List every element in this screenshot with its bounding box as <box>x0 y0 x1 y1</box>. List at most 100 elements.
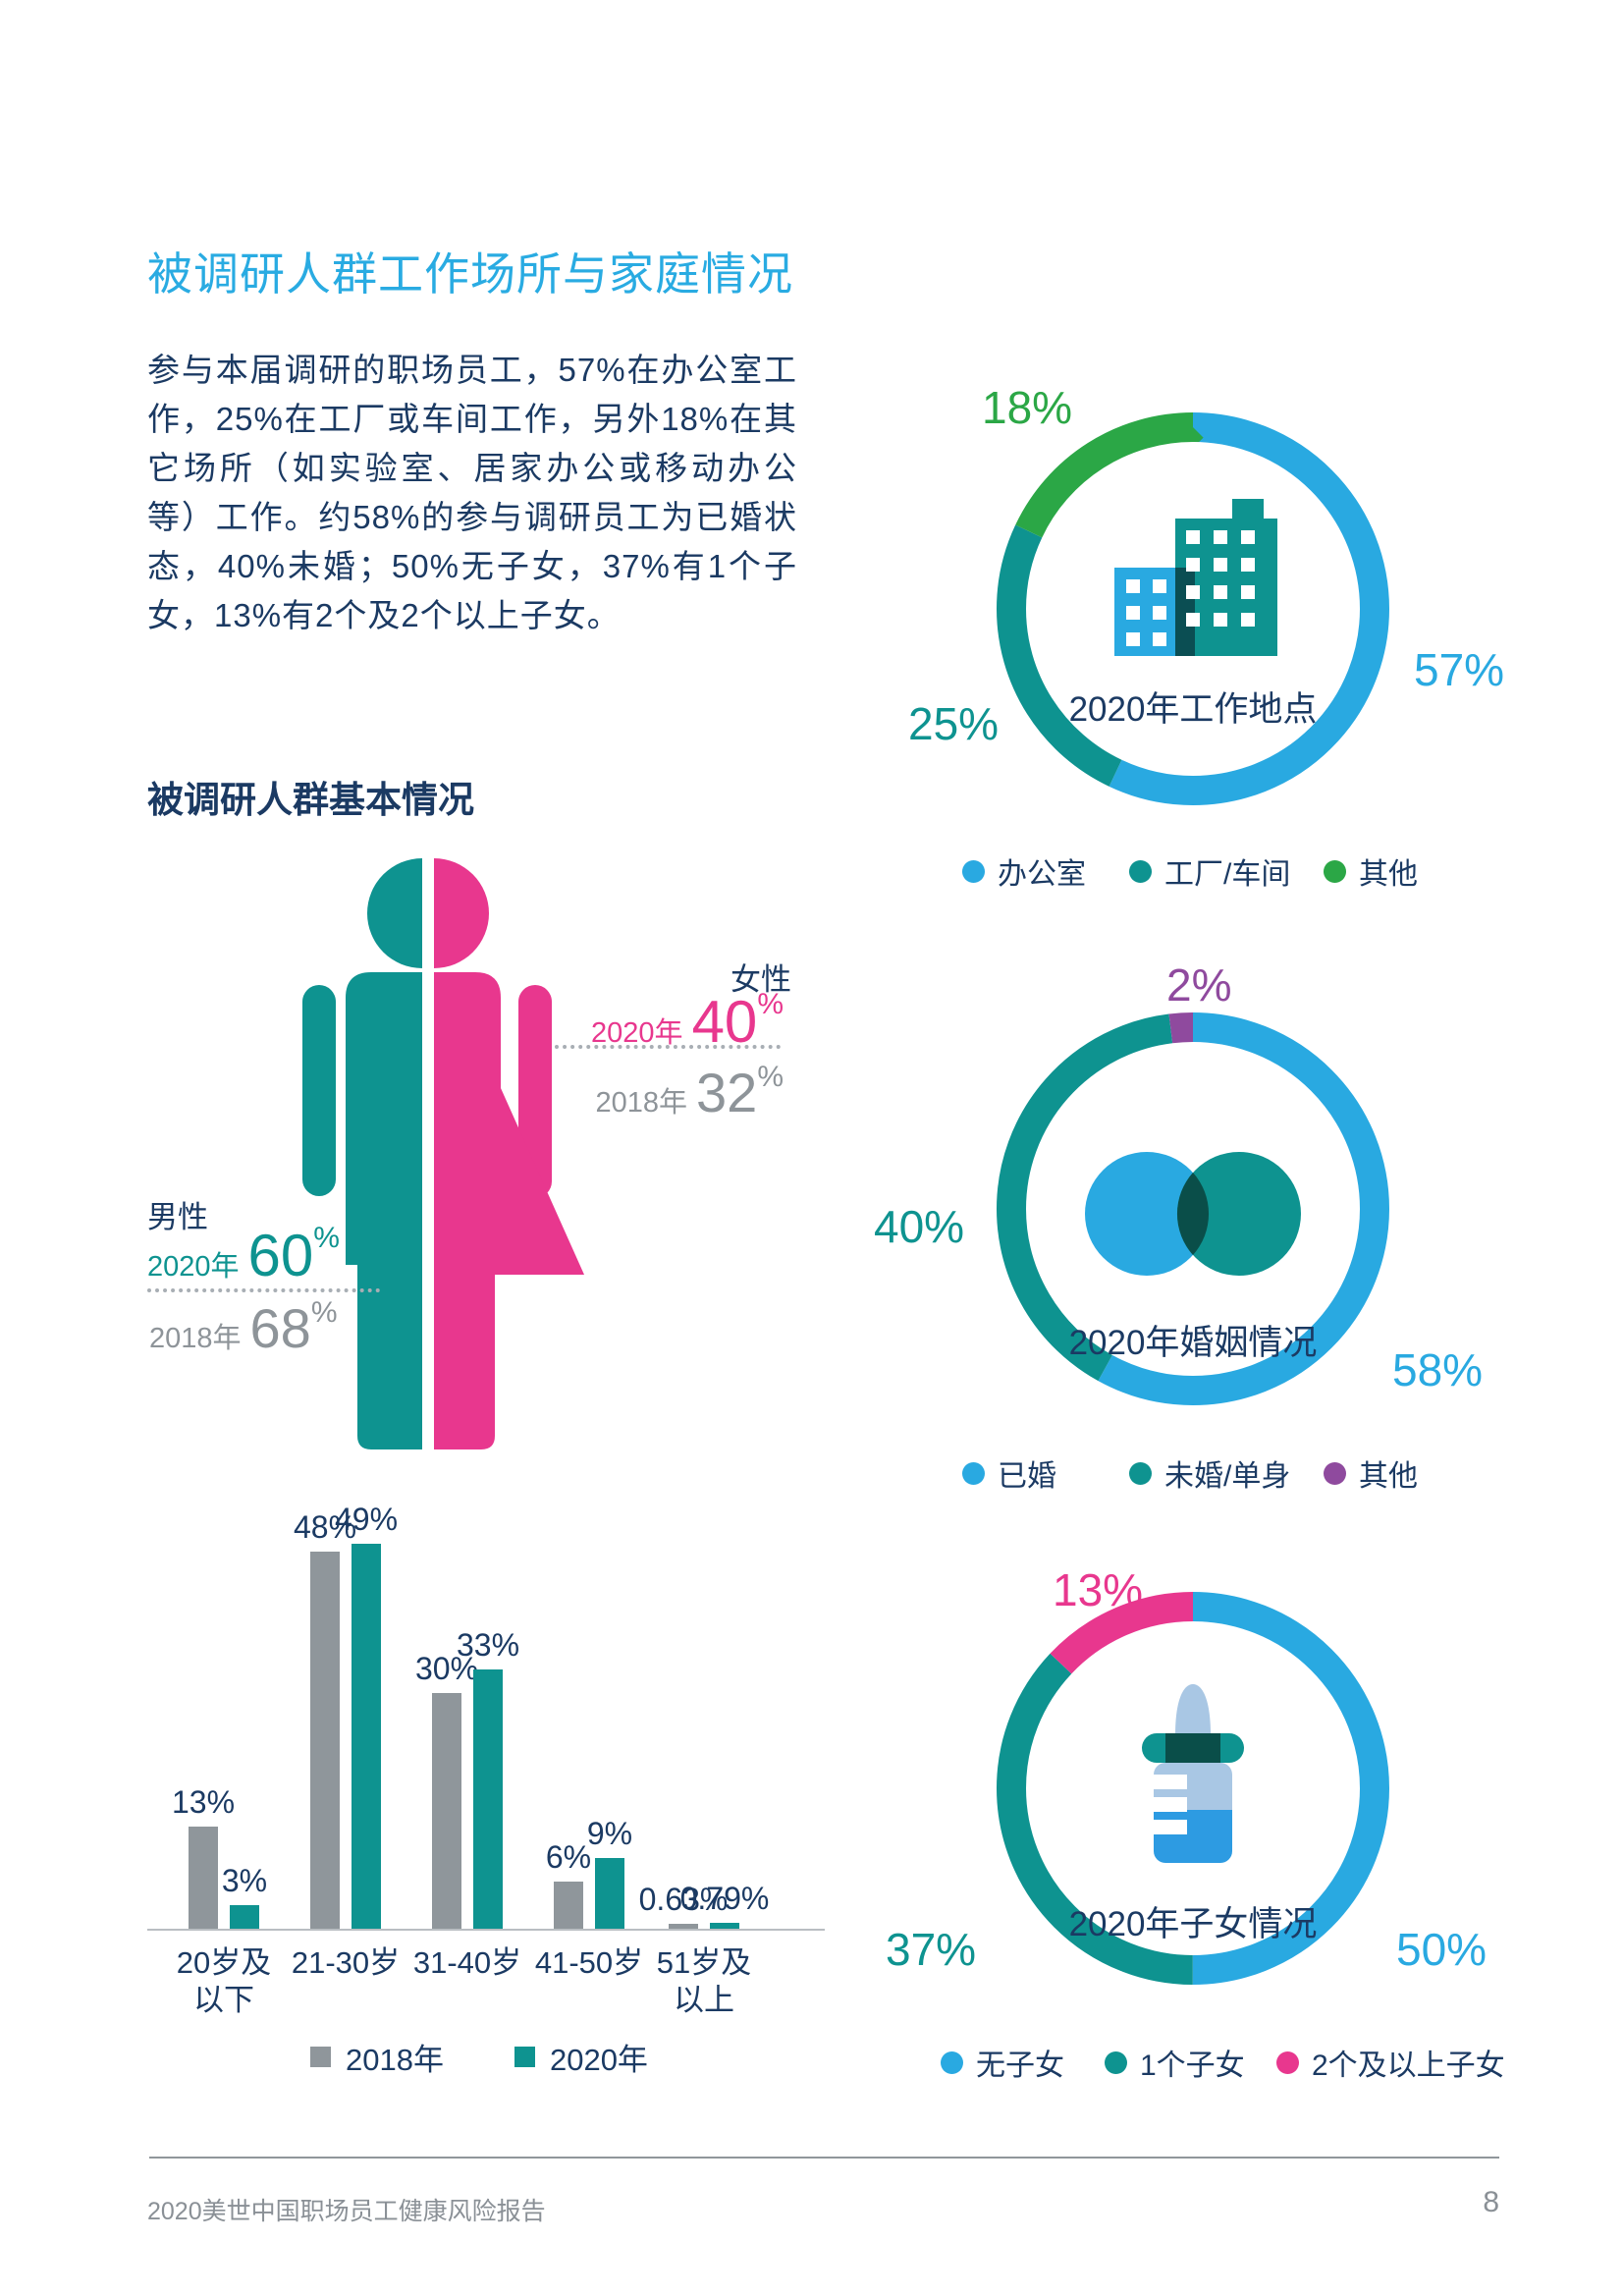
footer-report-title: 2020美世中国职场员工健康风险报告 <box>147 2198 546 2225</box>
slice-label-two-plus: 13% <box>1053 1564 1144 1615</box>
dotted-divider <box>147 1288 380 1292</box>
bar-value-label: 13% <box>171 1784 236 1820</box>
bar-2020: 0.79% <box>680 1881 769 1929</box>
male-2018-value: 2018年 68% <box>149 1296 338 1360</box>
donut-title: 2020年婚姻情况 <box>1068 1324 1318 1362</box>
bar-value-label: 9% <box>586 1816 633 1851</box>
slice-label-factory: 25% <box>908 698 1000 749</box>
donut-segment <box>997 412 1389 805</box>
female-label: 女性 <box>730 962 791 997</box>
section-title: 被调研人群基本情况 <box>147 780 474 820</box>
bar-2018: 6% <box>546 1839 591 1929</box>
bar-2018: 0.63% <box>639 1882 728 1929</box>
female-2020-value: 2020年 40% <box>589 988 784 1056</box>
donut-title: 2020年工作地点 <box>1068 690 1318 729</box>
legend-item-one-child: 1个子女 <box>1105 2041 1245 2084</box>
bar-value-label: 0.63% <box>638 1882 729 1917</box>
bar-value-label: 3% <box>221 1863 268 1898</box>
legend-dot-blue <box>962 1461 985 1485</box>
slice-label-other: 18% <box>982 382 1073 433</box>
bar-2018: 48% <box>294 1509 356 1929</box>
donut-chart-marital-status: 2020年婚姻情况 <box>987 1003 1399 1415</box>
legend-dot-teal <box>1105 2050 1127 2074</box>
male-half-silhouette <box>302 858 422 1449</box>
x-axis-label: 41-50岁 <box>534 1945 644 1980</box>
bar-2020: 9% <box>587 1816 632 1929</box>
donut-segment <box>997 412 1389 805</box>
footer-divider <box>149 2157 1499 2159</box>
bar-value-label: 0.79% <box>679 1880 770 1916</box>
bar-2020: 33% <box>457 1627 519 1929</box>
legend-dot-green <box>1324 859 1346 883</box>
year-label: 2018年 <box>149 1323 242 1354</box>
male-female-person-icon <box>302 858 584 1449</box>
bar-2020: 3% <box>222 1863 267 1929</box>
percent-sign: % <box>310 1296 338 1329</box>
intro-paragraph: 参与本届调研的职场员工，57%在办公室工作，25%在工厂或车间工作，另外18%在… <box>147 352 797 633</box>
legend-item-no-child: 无子女 <box>941 2041 1064 2084</box>
slice-label-office: 57% <box>1414 644 1505 695</box>
legend-item-2020: 2020年 <box>514 2035 648 2079</box>
legend-item-factory: 工厂/车间 <box>1129 849 1290 893</box>
legend-item-single: 未婚/单身 <box>1129 1451 1290 1495</box>
year-label: 2020年 <box>591 1017 683 1049</box>
legend-item-other: 其他 <box>1324 1451 1418 1495</box>
x-axis-label: 21-30岁 <box>291 1945 401 1980</box>
bar-2020: 49% <box>335 1502 398 1929</box>
legend-item-married: 已婚 <box>962 1451 1056 1495</box>
legend-dot-teal <box>1129 1461 1152 1485</box>
bar-plot-area: 13% 3% 48% 49% 30% 33% 6% 9% 0.63% 0.79% <box>147 1493 835 1931</box>
slice-label-one-child: 37% <box>886 1924 977 1975</box>
legend-dot-blue <box>941 2050 963 2074</box>
wedding-rings-icon <box>1085 1152 1301 1276</box>
slice-label-single: 40% <box>874 1201 965 1252</box>
legend-dot-pink <box>1276 2050 1299 2074</box>
percent-value: 40 <box>691 989 758 1055</box>
legend-dot-teal <box>1129 859 1152 883</box>
office-buildings-icon <box>1114 499 1277 656</box>
bar-value-label: 33% <box>456 1627 520 1663</box>
slice-label-other: 2% <box>1166 959 1232 1011</box>
percent-value: 60 <box>247 1223 314 1288</box>
year-label: 2018年 <box>595 1087 688 1119</box>
donut-segment <box>997 1012 1389 1405</box>
bar-value-label: 6% <box>545 1839 592 1875</box>
baby-bottle-icon <box>1142 1684 1244 1863</box>
bar-chart-legend: 2018年 2020年 <box>310 2035 648 2079</box>
legend-item-two-plus: 2个及以上子女 <box>1276 2041 1505 2084</box>
legend-item-2018: 2018年 <box>310 2035 444 2079</box>
legend-item-office: 办公室 <box>962 849 1086 893</box>
year-label: 2020年 <box>147 1251 240 1283</box>
percent-value: 32 <box>696 1062 758 1123</box>
legend-dot-purple <box>1324 1461 1346 1485</box>
percent-value: 68 <box>249 1297 311 1359</box>
bar-2018: 13% <box>172 1784 235 1929</box>
bar-value-label: 49% <box>334 1502 399 1537</box>
bar-value-label: 30% <box>414 1651 479 1686</box>
legend-dot-blue <box>962 859 985 883</box>
legend-swatch-gray <box>310 2047 331 2067</box>
percent-sign: % <box>757 988 784 1020</box>
bar-value-label: 48% <box>293 1509 357 1545</box>
slice-label-married: 58% <box>1392 1344 1484 1395</box>
x-axis-label: 31-40岁 <box>412 1945 522 1980</box>
page-title: 被调研人群工作场所与家庭情况 <box>147 248 793 300</box>
donut-chart-children: 2020年子女情况 <box>987 1582 1399 1995</box>
legend-item-other: 其他 <box>1324 849 1418 893</box>
bar-2018: 30% <box>415 1651 478 1929</box>
female-2018-value: 2018年 32% <box>589 1061 784 1124</box>
percent-sign: % <box>757 1061 784 1093</box>
donut-chart-work-location: 2020年工作地点 <box>987 403 1399 815</box>
male-2020-value: 2020年 60% <box>147 1222 340 1289</box>
male-label: 男性 <box>147 1200 208 1234</box>
age-distribution-bar-chart: 13% 3% 48% 49% 30% 33% 6% 9% 0.63% 0.79%… <box>147 1493 835 2121</box>
donut-segment <box>997 1012 1389 1405</box>
x-axis-label: 20岁及 以下 <box>176 1945 272 2017</box>
x-axis-label: 51岁及 以上 <box>656 1945 752 2017</box>
donut-segment <box>997 1592 1389 1985</box>
donut-title: 2020年子女情况 <box>1068 1905 1318 1943</box>
x-axis-line <box>147 1929 825 1931</box>
donut-segment <box>997 1592 1389 1985</box>
female-half-silhouette <box>434 858 584 1449</box>
